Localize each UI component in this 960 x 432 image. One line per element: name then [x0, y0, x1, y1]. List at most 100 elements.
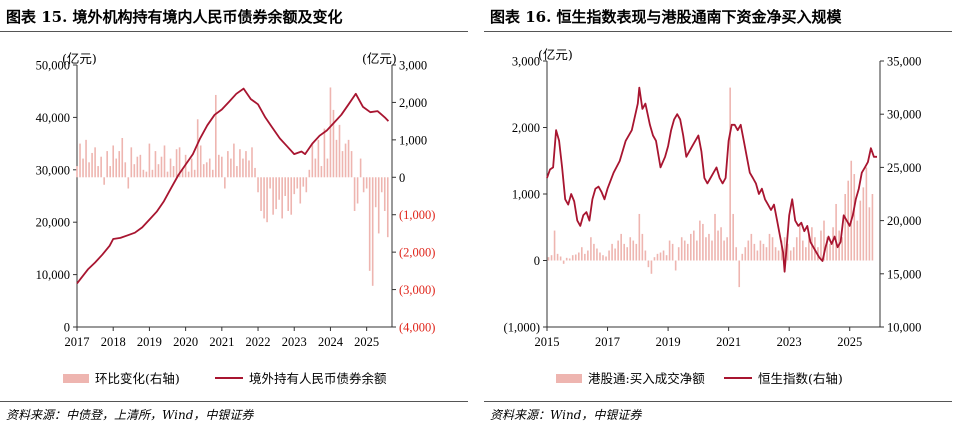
bar [844, 194, 846, 261]
bar [305, 177, 308, 193]
bar [386, 177, 389, 238]
bar [145, 171, 148, 178]
bar [850, 160, 853, 261]
series-line [76, 87, 390, 285]
bar [632, 240, 635, 261]
bar [553, 230, 556, 261]
left-tick-label: 2,000 [512, 121, 540, 135]
bar [593, 243, 595, 261]
bar [671, 243, 674, 261]
bar [338, 124, 341, 178]
bar [820, 230, 822, 261]
bar [371, 177, 374, 286]
bar [668, 240, 671, 261]
bar [635, 243, 638, 261]
bar [750, 233, 753, 261]
bar [308, 169, 311, 178]
bar [665, 255, 668, 261]
bar [205, 162, 208, 178]
bar [311, 143, 314, 178]
x-tick-label: 2017 [65, 335, 90, 349]
bar [732, 213, 734, 261]
bar [76, 166, 78, 178]
footer-divider [484, 401, 952, 402]
bar [577, 252, 580, 261]
bar [221, 156, 223, 178]
series-line [546, 86, 877, 273]
bar [172, 166, 175, 178]
bar [808, 233, 810, 261]
bar [263, 177, 265, 219]
bar [133, 164, 136, 178]
bar [780, 240, 783, 261]
bar [686, 243, 689, 261]
bar [708, 233, 710, 261]
bar [677, 247, 680, 261]
x-tick-label: 2018 [101, 335, 126, 349]
bar [792, 247, 795, 261]
bar [689, 233, 692, 261]
bar [662, 250, 665, 261]
bar [100, 156, 102, 178]
bar [374, 177, 377, 208]
bar [771, 237, 774, 261]
right-tick-label: 2,000 [399, 96, 427, 110]
bar [142, 169, 145, 178]
right-tick-label: 25,000 [887, 161, 921, 175]
bar [841, 237, 843, 261]
bar [350, 151, 353, 178]
bar [717, 230, 719, 261]
bar [865, 167, 868, 261]
bar [148, 143, 151, 178]
bar [768, 233, 771, 261]
left-tick-label: (1,000) [504, 321, 540, 335]
bar [738, 260, 741, 288]
left-axis-unit: (亿元) [538, 47, 573, 62]
bar [617, 240, 619, 261]
bar [683, 240, 686, 261]
legend-line-label: 恒生指数(右轴) [758, 371, 843, 386]
bar [329, 87, 332, 178]
bar [199, 145, 202, 178]
bar [320, 166, 323, 178]
bar [587, 250, 589, 261]
bar [714, 213, 716, 261]
bar [365, 177, 368, 189]
bar [596, 248, 598, 261]
bar [623, 243, 625, 261]
left-tick-label: 50,000 [36, 59, 70, 73]
bar [741, 253, 744, 261]
bar [272, 177, 274, 215]
legend-bar-swatch [556, 374, 582, 383]
source-note: 资料来源：Wind，中银证券 [490, 408, 642, 422]
bar [584, 253, 586, 261]
bar [359, 158, 362, 178]
right-tick-label: 30,000 [887, 108, 921, 122]
bar [233, 143, 235, 178]
bar [236, 166, 238, 178]
bar [103, 177, 105, 185]
bar [157, 164, 160, 178]
bar [680, 237, 683, 261]
bar [626, 247, 629, 261]
legend-line-label: 境外持有人民币债券余额 [249, 371, 387, 386]
bar [362, 177, 365, 193]
title-divider [0, 31, 468, 32]
x-tick-label: 2023 [777, 335, 802, 349]
bar [550, 255, 553, 261]
bar [726, 237, 728, 261]
bar [251, 147, 253, 178]
bar [115, 158, 118, 178]
bar [82, 158, 84, 178]
bar [702, 223, 704, 261]
bar [789, 250, 792, 261]
chart-title: 图表 16. 恒生指数表现与港股通南下资金净买入规模 [490, 8, 842, 26]
x-tick-label: 2019 [137, 335, 162, 349]
bar [151, 169, 154, 178]
bar [853, 174, 856, 261]
left-tick-label: 20,000 [36, 216, 70, 230]
left-tick-label: 30,000 [36, 163, 70, 177]
bar [97, 166, 99, 178]
bar [368, 177, 371, 271]
x-tick-label: 2019 [656, 335, 681, 349]
